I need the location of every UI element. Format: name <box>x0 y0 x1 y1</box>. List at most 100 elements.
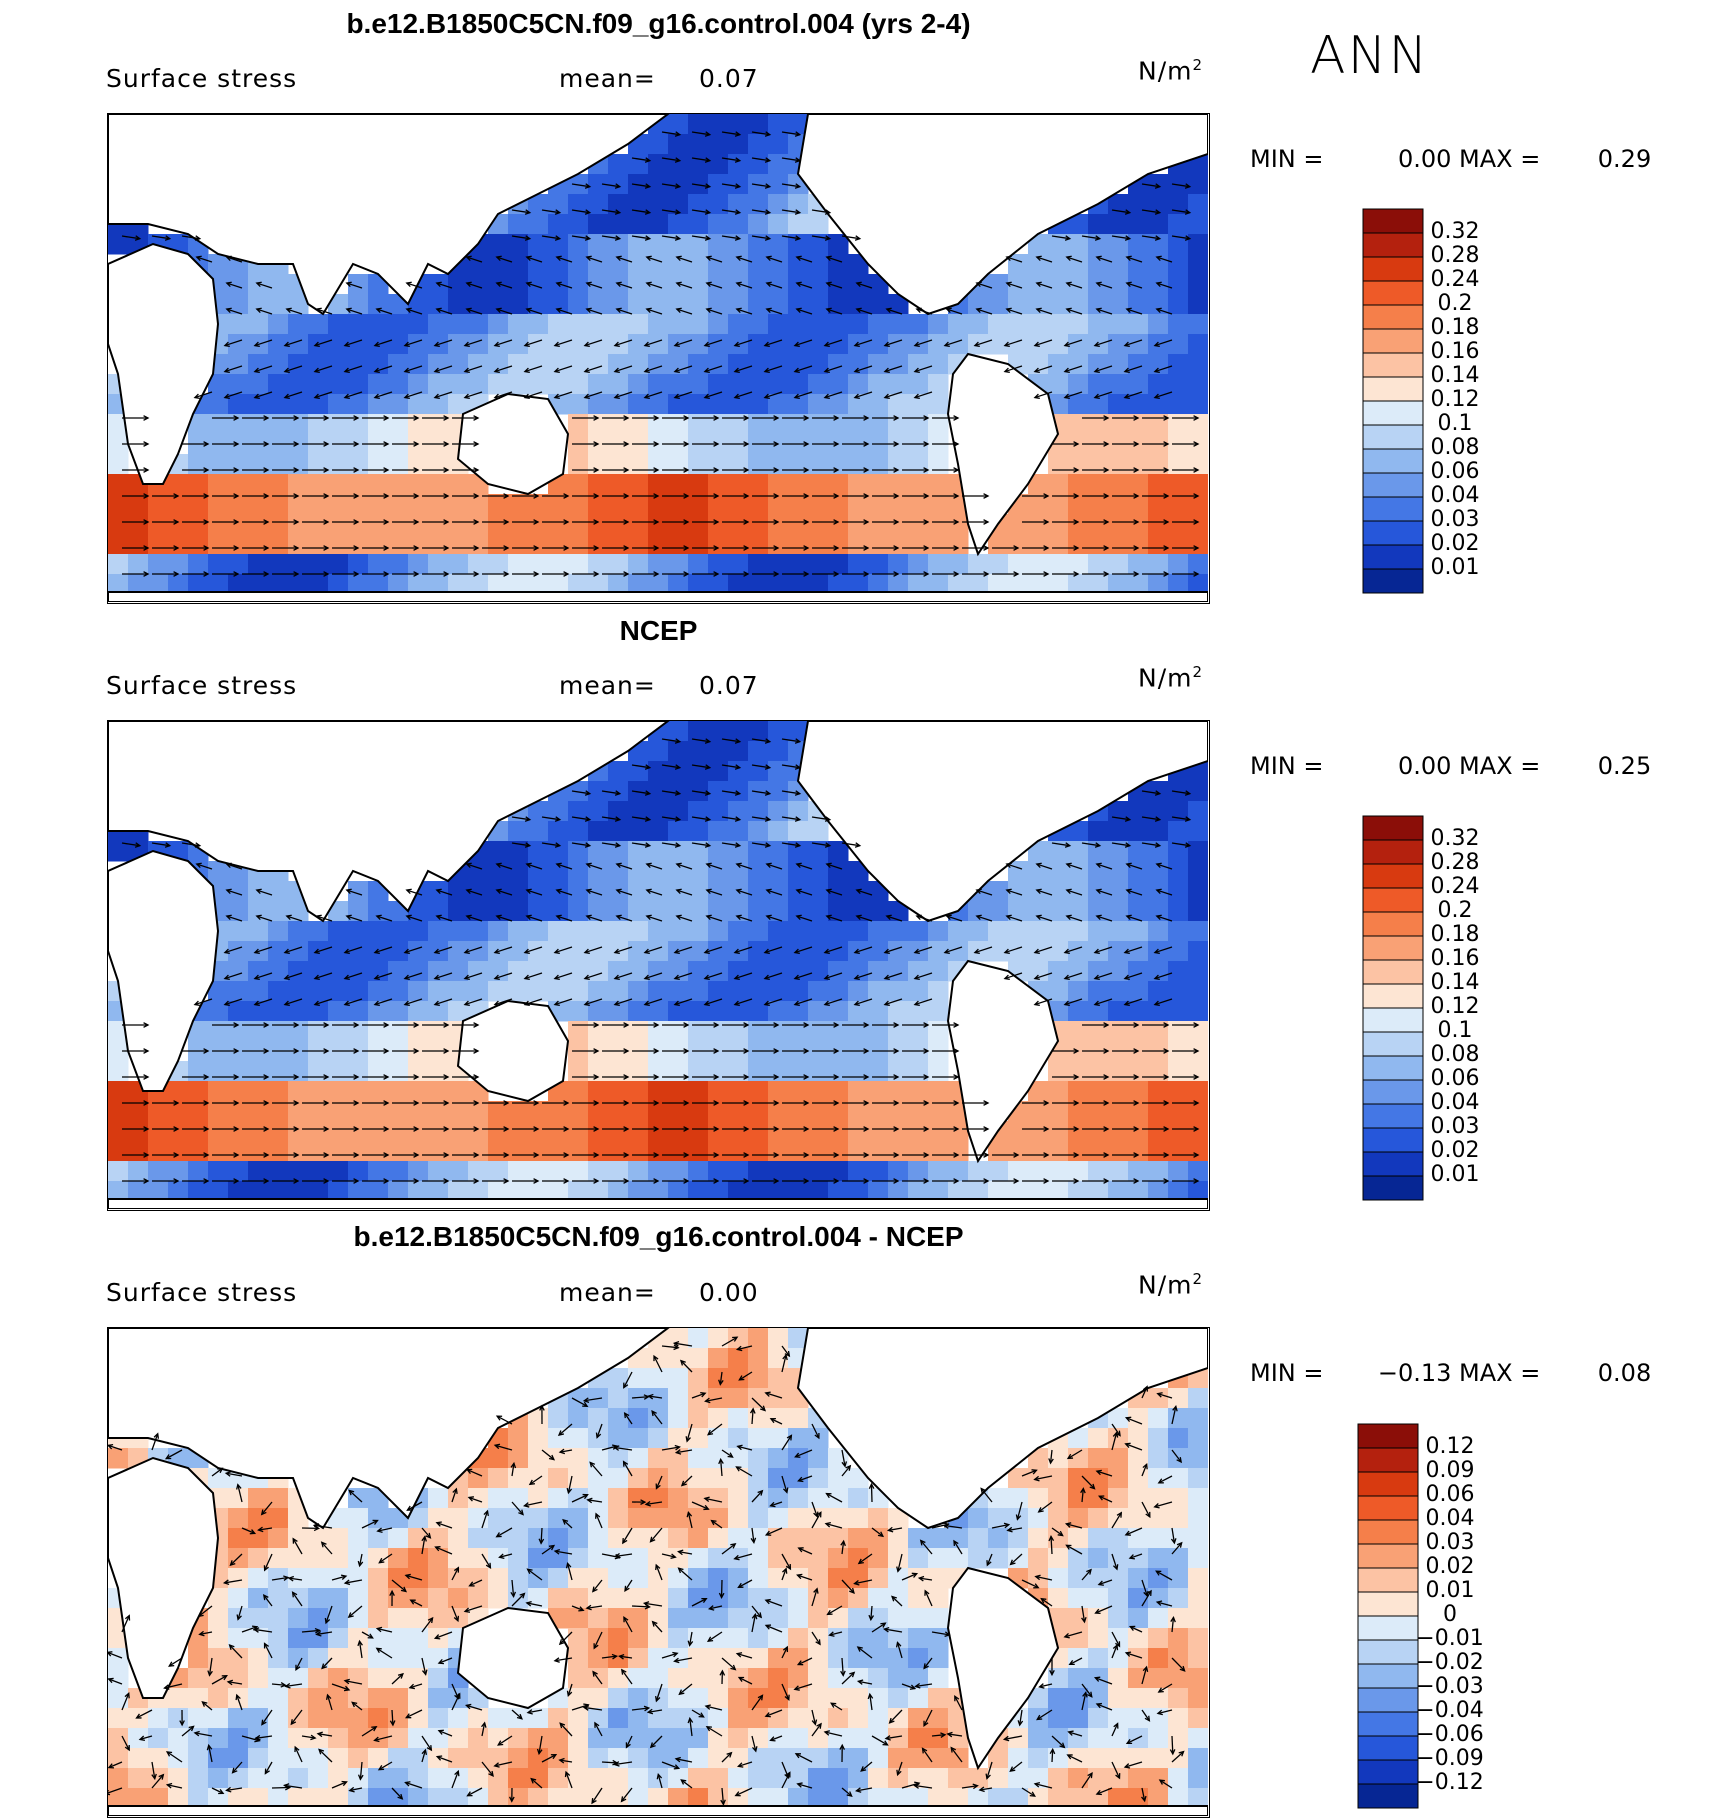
panel-2-variable: Surface stress <box>106 671 298 700</box>
colorbar-swatch <box>1362 520 1424 546</box>
panel-2-minmax: MIN = 0.00 MAX = 0.25 <box>1250 752 1651 780</box>
colorbar-label: 0.12 <box>1430 387 1480 412</box>
panel-3-map-svg <box>108 1328 1208 1816</box>
colorbar-label: −0.04 <box>1416 1698 1484 1723</box>
colorbar-label: 0.06 <box>1430 1066 1480 1091</box>
panel-3-minmax: MIN = −0.13 MAX = 0.08 <box>1250 1359 1651 1387</box>
colorbar-label: −0.09 <box>1416 1746 1484 1771</box>
colorbar-label: 0.28 <box>1430 243 1480 268</box>
panel-1-map <box>107 113 1210 604</box>
colorbar-label: 0.2 <box>1437 898 1473 923</box>
panel-2-mean-value: 0.07 <box>699 671 759 700</box>
panel-1-variable: Surface stress <box>106 64 298 93</box>
colorbar-label: 0.2 <box>1437 291 1473 316</box>
colorbar-label: 0 <box>1443 1602 1457 1627</box>
colorbar-swatch <box>1357 1543 1419 1569</box>
colorbar-label: −0.01 <box>1416 1626 1484 1651</box>
panel-2-min-label: MIN = <box>1250 752 1324 780</box>
ocean-field <box>108 114 1208 602</box>
colorbar-label: 0.04 <box>1430 483 1480 508</box>
colorbar-label: −0.02 <box>1416 1650 1484 1675</box>
colorbar-label: 0.02 <box>1430 531 1480 556</box>
continent-outline <box>108 242 220 485</box>
panel-3-title: b.e12.B1850C5CN.f09_g16.control.004 - NC… <box>353 1221 964 1252</box>
colorbar-swatch <box>1357 1759 1419 1785</box>
colorbar-label: 0.03 <box>1430 507 1480 532</box>
colorbar-swatch <box>1362 983 1424 1009</box>
continent-outline <box>108 721 670 923</box>
panel-3-variable: Surface stress <box>106 1278 298 1307</box>
panel-3-mean-value: 0.00 <box>699 1278 759 1307</box>
panel-3-max-label: MAX = <box>1459 1359 1541 1387</box>
continent-outline <box>796 721 1208 923</box>
panel-1-min-value: 0.00 <box>1397 145 1452 173</box>
panel-3-max-value: 0.08 <box>1597 1359 1652 1387</box>
colorbar-label: 0.1 <box>1437 1018 1473 1043</box>
colorbar-label: 0.01 <box>1430 555 1480 580</box>
panel-2-mean-label: mean= <box>559 671 656 700</box>
stress-vectors <box>108 1336 1186 1806</box>
panel-3-mean-label: mean= <box>559 1278 656 1307</box>
colorbar-label: 0.04 <box>1430 1090 1480 1115</box>
panel-2-units: N/m2 <box>1138 663 1204 693</box>
continent-outline <box>108 1805 1208 1816</box>
continent-outline <box>108 591 1208 602</box>
panel-1-mean-label: mean= <box>559 64 656 93</box>
colorbar-label: 0.01 <box>1430 1162 1480 1187</box>
colorbar-swatch <box>1362 208 1424 234</box>
panel-3-min-label: MIN = <box>1250 1359 1324 1387</box>
colorbar-label: −0.03 <box>1416 1674 1484 1699</box>
continent-outline <box>108 1198 1208 1209</box>
colorbar-swatch <box>1362 496 1424 522</box>
continent-outline <box>108 114 670 316</box>
colorbar-svg <box>1362 815 1424 1201</box>
colorbar-swatch <box>1362 1007 1424 1033</box>
colorbar-label: 0.08 <box>1430 1042 1480 1067</box>
colorbar-label: 0.12 <box>1430 994 1480 1019</box>
panel-2-min-value: 0.00 <box>1397 752 1452 780</box>
colorbar-label: 0.03 <box>1430 1114 1480 1139</box>
colorbar-label: 0.06 <box>1430 459 1480 484</box>
panel-1-min-label: MIN = <box>1250 145 1324 173</box>
continent-outline <box>796 114 1208 316</box>
colorbar-label: 0.08 <box>1430 435 1480 460</box>
colorbar-swatch <box>1362 863 1424 889</box>
colorbar-label: 0.03 <box>1425 1530 1475 1555</box>
panel-1-map-svg <box>108 114 1208 602</box>
colorbar-svg <box>1357 1423 1419 1809</box>
panel-1-title: b.e12.B1850C5CN.f09_g16.control.004 (yrs… <box>346 8 971 39</box>
colorbar-swatch <box>1362 400 1424 426</box>
colorbar-label: 0.12 <box>1425 1434 1475 1459</box>
continent-outline <box>108 1328 670 1530</box>
colorbar-swatch <box>1362 568 1424 594</box>
panel-3-min-value: −0.13 <box>1377 1359 1452 1387</box>
colorbar-label: 0.18 <box>1430 922 1480 947</box>
colorbar-label: 0.02 <box>1425 1554 1475 1579</box>
colorbar-swatch <box>1362 328 1424 354</box>
continent-outline <box>456 392 570 496</box>
continent-outline <box>946 959 1060 1164</box>
colorbar-label: 0.09 <box>1425 1458 1475 1483</box>
panel-1-max-value: 0.29 <box>1597 145 1652 173</box>
continent-outline <box>946 1566 1060 1771</box>
continent-outline <box>108 1456 220 1699</box>
colorbar-swatch <box>1362 304 1424 330</box>
stress-vectors <box>121 738 1200 1184</box>
colorbar-svg <box>1362 208 1424 594</box>
colorbar-label: 0.32 <box>1430 826 1480 851</box>
colorbar-swatch <box>1357 1615 1419 1641</box>
colorbar-swatch <box>1362 1079 1424 1105</box>
colorbar-label: 0.02 <box>1430 1138 1480 1163</box>
colorbar-swatch <box>1357 1639 1419 1665</box>
colorbar-label: 0.16 <box>1430 946 1480 971</box>
colorbar-swatch <box>1362 815 1424 841</box>
panel-2-max-value: 0.25 <box>1597 752 1652 780</box>
colorbar-swatch <box>1362 1175 1424 1201</box>
panel-1-max-label: MAX = <box>1459 145 1541 173</box>
season-label: ANN <box>1310 26 1430 86</box>
ocean-field <box>108 1328 1208 1816</box>
colorbar-label: 0.16 <box>1430 339 1480 364</box>
colorbar-label: 0.01 <box>1425 1578 1475 1603</box>
colorbar-label: −0.06 <box>1416 1722 1484 1747</box>
